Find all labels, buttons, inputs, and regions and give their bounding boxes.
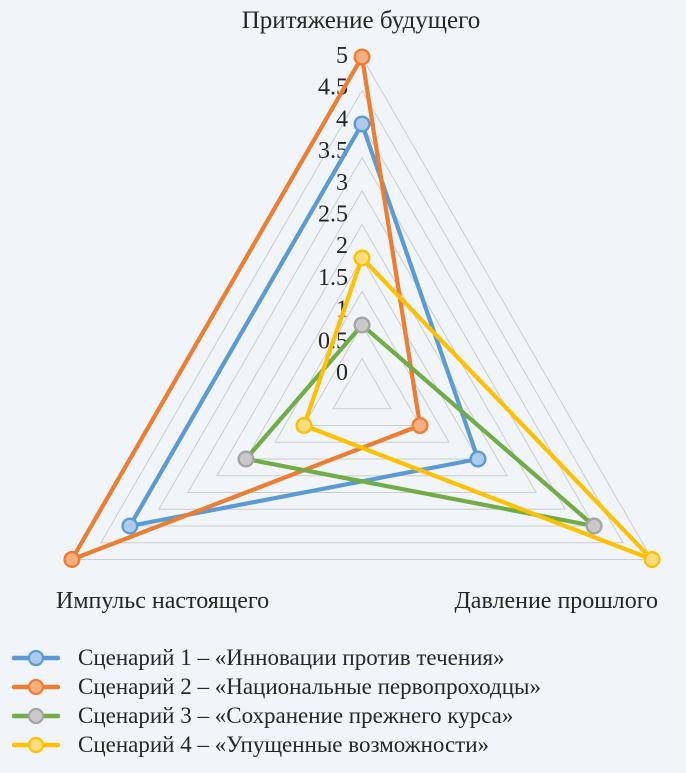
grid-ring xyxy=(158,156,566,510)
series-marker-2 xyxy=(63,551,81,569)
series-polygon-1 xyxy=(127,121,481,529)
legend-label: Сценарий 4 – «Упущенные возможности» xyxy=(78,731,490,757)
tick-label: 1.5 xyxy=(318,265,348,291)
legend-marker xyxy=(27,736,45,753)
legend-item-4: Сценарий 4 – «Упущенные возможности» xyxy=(12,730,686,759)
tick-label: 2 xyxy=(336,233,348,259)
grid-ring xyxy=(245,256,479,460)
grid-ring xyxy=(100,89,624,544)
series-marker-3 xyxy=(353,316,371,334)
series-polygon-2 xyxy=(69,54,423,562)
tick-label: 4 xyxy=(336,106,348,132)
legend-marker xyxy=(27,649,45,666)
tick-label: 0 xyxy=(336,360,348,386)
grid-ring xyxy=(216,223,508,477)
grid-ring xyxy=(303,323,421,426)
legend-item-3: Сценарий 3 – «Сохранение прежнего курса» xyxy=(12,701,686,730)
series-marker-2 xyxy=(411,417,429,435)
tick-label: 3 xyxy=(336,170,348,196)
series-marker-1 xyxy=(121,517,139,535)
axis-label-top: Притяжение будущего xyxy=(242,7,481,34)
legend-label: Сценарий 1 – «Инновации против течения» xyxy=(78,644,505,670)
axis-label-bottom-right: Давление прошлого xyxy=(454,588,658,614)
legend-marker xyxy=(27,678,45,695)
legend-label: Сценарий 2 – «Национальные первопроходцы… xyxy=(78,673,541,699)
series-marker-2 xyxy=(353,48,371,66)
grid-ring xyxy=(274,290,450,443)
grid-ring xyxy=(332,357,392,410)
legend-swatch xyxy=(12,736,60,753)
radar-chart: Притяжение будущего 00.511.522.533.544.5… xyxy=(56,7,661,614)
series-lines xyxy=(63,48,661,569)
radial-axis-ticks: 00.511.522.533.544.55 xyxy=(318,43,348,386)
legend-marker xyxy=(27,707,45,724)
series-marker-4 xyxy=(295,417,313,435)
legend-swatch xyxy=(12,707,60,724)
tick-label: 2.5 xyxy=(318,202,348,228)
series-marker-4 xyxy=(643,551,661,569)
series-marker-3 xyxy=(585,517,603,535)
legend-label: Сценарий 3 – «Сохранение прежнего курса» xyxy=(78,702,514,728)
tick-label: 5 xyxy=(336,43,348,69)
legend-item-1: Сценарий 1 – «Инновации против течения» xyxy=(12,643,686,672)
grid-ring xyxy=(187,190,537,493)
series-polygon-3 xyxy=(243,322,597,529)
series-marker-1 xyxy=(469,450,487,468)
series-polygon-4 xyxy=(301,255,655,562)
legend-item-2: Сценарий 2 – «Национальные первопроходцы… xyxy=(12,672,686,701)
series-marker-3 xyxy=(237,450,255,468)
legend-swatch xyxy=(12,649,60,666)
series-marker-1 xyxy=(353,115,371,133)
series-marker-4 xyxy=(353,249,371,267)
axis-label-bottom-left: Импульс настоящего xyxy=(56,588,269,614)
legend: Сценарий 1 – «Инновации против течения» С… xyxy=(12,643,686,759)
legend-swatch xyxy=(12,678,60,695)
